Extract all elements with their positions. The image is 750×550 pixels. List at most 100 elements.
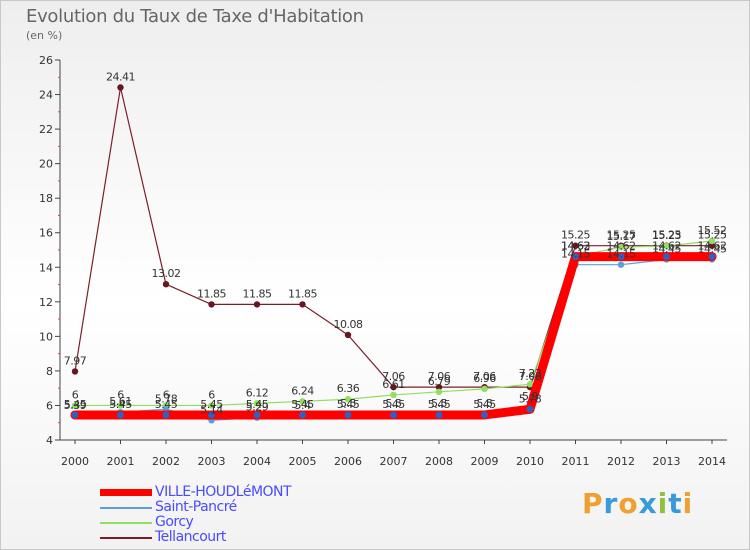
y-tick-label-24: 24 (39, 89, 53, 102)
data-point-gorcy (71, 402, 79, 409)
data-label-gorcy: 6.36 (337, 382, 360, 395)
data-point-ville-houdl-mont (343, 410, 353, 420)
data-label-ville-houdl-mont: 14.62 (652, 240, 681, 253)
data-label-gorcy: 7.23 (519, 367, 542, 380)
data-label-tellancourt: 15.25 (607, 229, 636, 242)
data-label-gorcy: 6.24 (291, 384, 314, 397)
y-tick-label-12: 12 (39, 296, 53, 309)
series-line-ville-houdl-mont (70, 252, 717, 420)
data-point-tellancourt (162, 281, 170, 288)
data-label-tellancourt: 13.02 (152, 267, 181, 280)
data-label-tellancourt: 15.25 (698, 229, 727, 242)
data-point-tellancourt (344, 331, 352, 339)
data-label-tellancourt: 24.41 (106, 70, 135, 83)
data-label-saint-pancr: 5.5 (340, 397, 356, 410)
data-label-saint-pancr: 14.15 (607, 248, 636, 261)
data-label-saint-pancr: 5.14 (200, 403, 223, 416)
data-label-ville-houdl-mont: 5.45 (200, 398, 223, 411)
data-label-gorcy: 6 (117, 388, 124, 401)
x-tick-label-2001: 2001 (107, 455, 135, 468)
x-tick-label-2014: 2014 (698, 455, 726, 468)
data-point-ville-houdl-mont (207, 410, 216, 420)
data-label-gorcy: 6 (163, 388, 170, 401)
y-tick-label-4: 4 (46, 434, 53, 447)
data-label-tellancourt: 15.25 (561, 229, 590, 242)
data-label-gorcy: 6 (208, 388, 215, 401)
x-tick-label-2002: 2002 (152, 455, 180, 468)
data-label-tellancourt: 7.06 (519, 370, 542, 383)
data-point-ville-houdl-mont (389, 410, 398, 420)
proxiti-logo: Proxiti (582, 487, 694, 520)
data-label-saint-pancr: 5.61 (109, 395, 132, 408)
x-tick-label-2011: 2011 (562, 455, 590, 468)
chart-subtitle: (en %) (26, 29, 63, 42)
data-label-saint-pancr: 5.5 (431, 397, 447, 410)
x-tick-label-2009: 2009 (471, 455, 499, 468)
data-label-ville-houdl-mont: 5.45 (473, 398, 496, 411)
data-point-gorcy (299, 398, 306, 405)
data-label-saint-pancr: 5.29 (246, 401, 269, 414)
data-label-ville-houdl-mont: 14.62 (561, 240, 590, 253)
x-tick-label-2005: 2005 (289, 455, 317, 468)
data-label-tellancourt: 10.08 (334, 318, 363, 331)
y-tick-label-6: 6 (46, 399, 53, 412)
data-label-saint-pancr: 14.45 (698, 243, 727, 256)
legend-label-ville-houdlemont: VILLE-HOUDLéMONT (155, 484, 292, 500)
data-point-tellancourt (208, 301, 215, 308)
data-label-gorcy: 15.23 (652, 229, 681, 242)
data-point-ville-houdl-mont (480, 410, 489, 420)
data-label-ville-houdl-mont: 5.45 (155, 398, 178, 411)
chart-title: Evolution du Taux de Taxe d'Habitation (26, 6, 364, 27)
data-point-ville-houdl-mont (571, 252, 580, 262)
legend-swatch-ville-houdlemont (100, 489, 152, 496)
x-tick-label-2012: 2012 (607, 455, 635, 468)
legend-label-saint-pancre: Saint-Pancré (155, 499, 237, 515)
data-point-ville-houdl-mont (662, 252, 671, 262)
data-point-tellancourt (708, 242, 716, 249)
y-tick-label-10: 10 (39, 330, 53, 343)
data-point-gorcy (344, 396, 352, 403)
x-tick-label-2007: 2007 (380, 455, 408, 468)
y-tick-label-22: 22 (39, 123, 53, 136)
x-tick-label-2003: 2003 (198, 455, 226, 468)
data-label-ville-houdl-mont: 5.45 (337, 398, 360, 411)
data-label-ville-houdl-mont: 14.62 (698, 240, 727, 253)
data-point-tellancourt (390, 383, 397, 391)
x-tick-label-2006: 2006 (334, 455, 362, 468)
data-point-gorcy (390, 391, 397, 399)
data-point-tellancourt (71, 368, 79, 375)
legend-label-gorcy: Gorcy (155, 514, 194, 530)
data-label-saint-pancr: 5.5 (477, 397, 493, 410)
data-label-tellancourt: 11.85 (288, 287, 317, 300)
legend-label-tellancourt: Tellancourt (155, 529, 226, 545)
data-point-ville-houdl-mont (161, 410, 171, 420)
data-point-ville-houdl-mont (298, 410, 307, 420)
data-label-tellancourt: 15.25 (652, 229, 681, 242)
x-tick-label-2004: 2004 (243, 455, 271, 468)
data-point-tellancourt (435, 383, 443, 391)
y-tick-label-18: 18 (39, 192, 53, 205)
y-tick-label-26: 26 (39, 54, 53, 67)
data-point-ville-houdl-mont (707, 252, 717, 262)
data-point-gorcy (708, 237, 716, 245)
data-label-ville-houdl-mont: 5.45 (246, 398, 269, 411)
data-point-ville-houdl-mont (525, 404, 535, 414)
data-label-saint-pancr: 5.78 (155, 392, 178, 405)
data-label-tellancourt: 7.06 (382, 370, 405, 383)
x-tick-label-2013: 2013 (653, 455, 681, 468)
data-point-tellancourt (572, 242, 579, 249)
data-point-gorcy (253, 400, 261, 407)
data-label-saint-pancr: 14.45 (652, 243, 681, 256)
data-label-tellancourt: 7.06 (473, 370, 496, 383)
data-label-saint-pancr: 14.15 (561, 248, 590, 261)
data-label-gorcy: 14.63 (561, 239, 590, 252)
x-tick-label-2000: 2000 (61, 455, 89, 468)
data-label-ville-houdl-mont: 5.45 (291, 398, 314, 411)
y-tick-label-14: 14 (39, 261, 53, 274)
data-point-ville-houdl-mont (252, 410, 262, 420)
y-tick-label-8: 8 (46, 365, 53, 378)
data-label-gorcy: 6.79 (428, 375, 451, 388)
data-label-ville-houdl-mont: 5.45 (64, 398, 87, 411)
